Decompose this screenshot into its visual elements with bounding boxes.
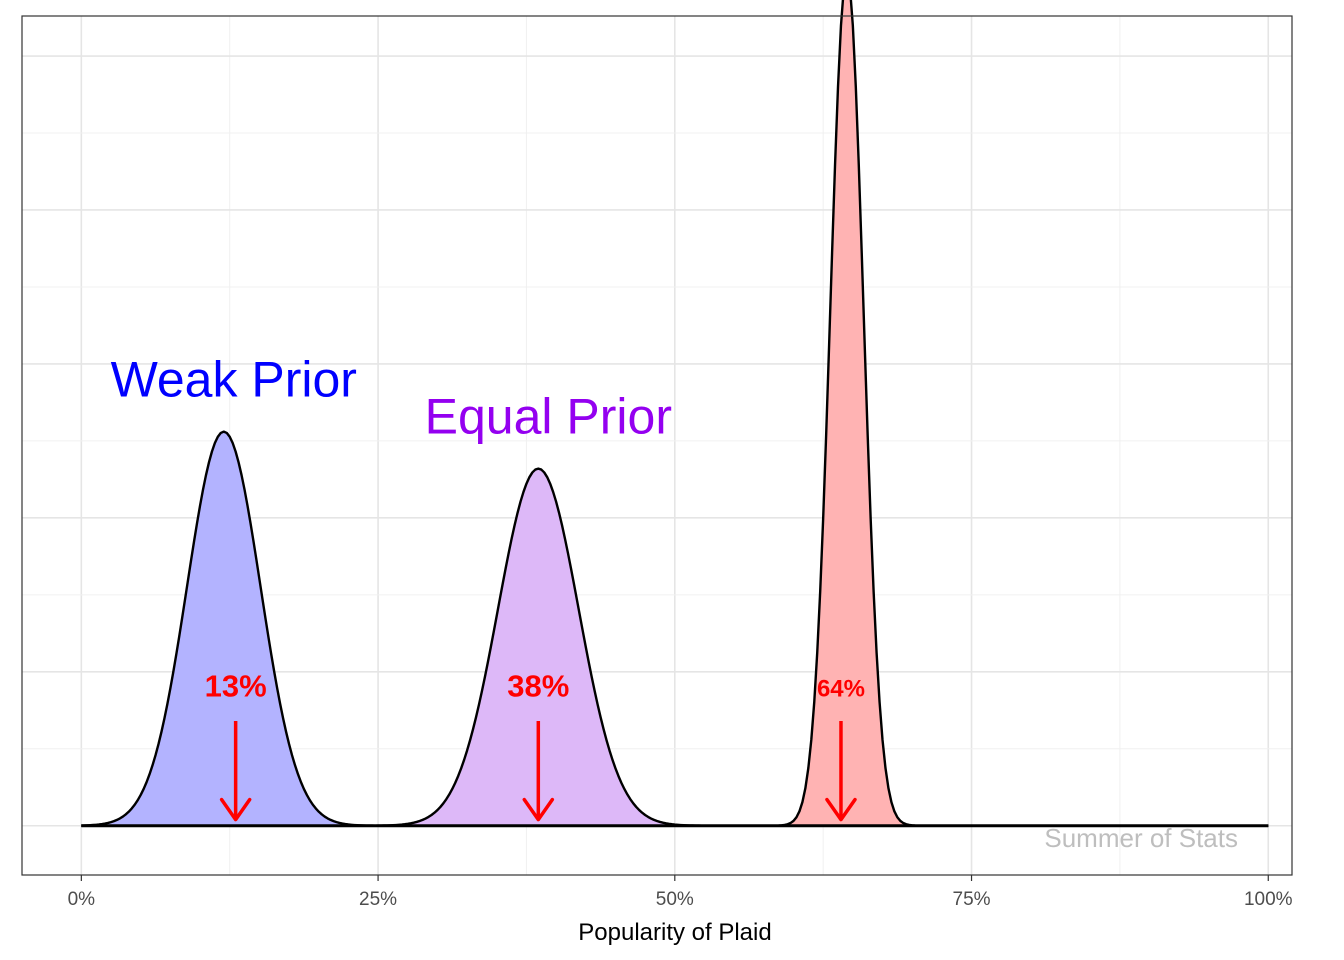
peak-value-label-1: 38% bbox=[507, 668, 569, 703]
x-tick-label: 25% bbox=[359, 889, 397, 910]
x-axis-title: Popularity of Plaid bbox=[578, 919, 771, 946]
peak-annotations: 13% 38% 64% bbox=[205, 668, 865, 822]
peak-value-label-2: 64% bbox=[817, 675, 865, 702]
density-series bbox=[81, 0, 1269, 828]
density-area-0 bbox=[81, 431, 1269, 826]
peak-value-label-0: 13% bbox=[205, 668, 267, 703]
watermark-text: Summer of Stats bbox=[1044, 823, 1238, 853]
arrow-head-0 bbox=[219, 797, 252, 822]
series-label-1: Equal Prior bbox=[425, 389, 672, 445]
x-tick-label: 0% bbox=[68, 889, 96, 910]
x-tick-label: 75% bbox=[953, 889, 991, 910]
arrow-head-2 bbox=[825, 797, 857, 822]
series-label-0: Weak Prior bbox=[111, 352, 357, 408]
x-tick-label: 100% bbox=[1244, 889, 1293, 910]
x-axis: 0% 25% 50% 75% 100% bbox=[68, 875, 1293, 910]
x-tick-label: 50% bbox=[656, 889, 694, 910]
plot-border bbox=[21, 15, 1293, 876]
arrow-head-1 bbox=[522, 797, 555, 822]
